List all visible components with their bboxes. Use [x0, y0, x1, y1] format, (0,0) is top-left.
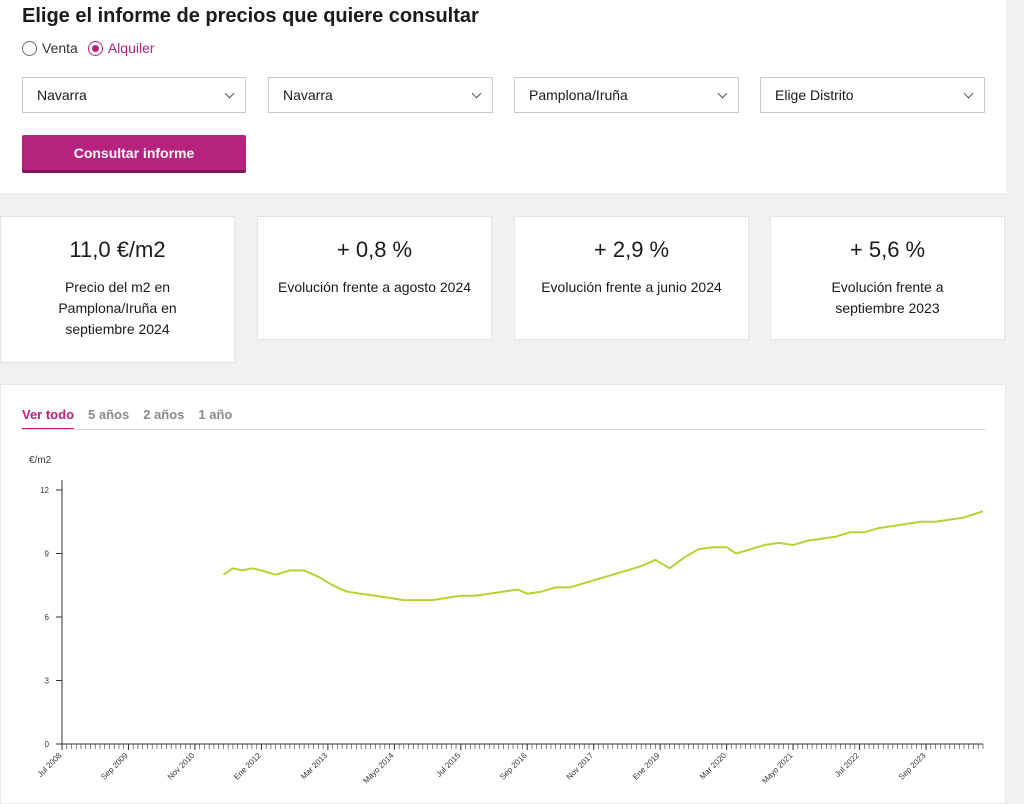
- x-tick-label: Mayo 2014: [361, 751, 396, 786]
- region-select[interactable]: Navarra: [22, 77, 246, 113]
- tab-5-anos[interactable]: 5 años: [88, 407, 130, 422]
- price-line-chart: €/m2 0 3 6 9 12 Jul 2008 Sep 2009 Nov 2010 Ene …: [29, 455, 984, 786]
- x-tick-label: Ene 2019: [631, 751, 662, 782]
- stat-yearly-value: + 5,6 %: [849, 237, 926, 262]
- x-axis: Jul 2008 Sep 2009 Nov 2010 Ene 2012 Mar 2013…: [36, 743, 984, 786]
- consult-report-button[interactable]: Consultar informe: [22, 135, 246, 173]
- x-tick-label: Ene 2012: [232, 751, 263, 782]
- region-select-value: Navarra: [37, 87, 87, 103]
- radio-alquiler-label[interactable]: Alquiler: [107, 40, 155, 56]
- chevron-down-icon: [224, 88, 235, 98]
- y-tick-label: 12: [40, 486, 49, 495]
- series-layer: [222, 510, 984, 602]
- x-tick-label: Mar 2013: [299, 751, 330, 782]
- y-tick-label: 3: [45, 677, 50, 686]
- tab-ver-todo[interactable]: Ver todo: [22, 407, 75, 430]
- stat-card-quarterly: + 2,9 % Evolución frente a junio 2024: [514, 216, 749, 340]
- district-select-value: Elige Distrito: [775, 87, 854, 103]
- y-axis-label: €/m2: [29, 455, 52, 466]
- stat-card-monthly: + 0,8 % Evolución frente a agosto 2024: [257, 216, 492, 340]
- x-tick-label: Nov 2017: [565, 751, 596, 782]
- stat-yearly-label: Evolución frente a septiembre 2023: [831, 279, 944, 316]
- chevron-down-icon: [471, 88, 482, 98]
- x-tick-label: Sep 2009: [99, 751, 130, 782]
- radio-venta-circle[interactable]: [22, 40, 37, 56]
- radio-alquiler[interactable]: Alquiler: [87, 40, 155, 56]
- stat-card-price: 11,0 €/m2 Precio del m2 en Pamplona/Iruñ…: [0, 216, 235, 363]
- price-chart-panel: Ver todo 5 años 2 años 1 año €/m2 0 3 6 9 12…: [0, 384, 1006, 804]
- tab-1-ano[interactable]: 1 año: [198, 407, 233, 422]
- report-form-panel: Elige el informe de precios que quiere c…: [0, 0, 1006, 193]
- y-tick-label: 0: [45, 740, 50, 749]
- radio-venta-label[interactable]: Venta: [42, 40, 78, 56]
- x-tick-label: Mar 2020: [698, 751, 729, 782]
- x-tick-label: Sep 2023: [897, 751, 928, 782]
- municipality-select[interactable]: Pamplona/Iruña: [514, 77, 739, 113]
- chevron-down-icon: [717, 88, 728, 98]
- x-tick-label: Jul 2008: [36, 751, 64, 779]
- stat-monthly-value: + 0,8 %: [336, 237, 413, 262]
- x-tick-label: Jul 2022: [833, 751, 861, 779]
- stat-card-yearly: + 5,6 % Evolución frente a septiembre 20…: [770, 216, 1005, 340]
- tab-2-anos[interactable]: 2 años: [143, 407, 185, 422]
- stat-quarterly-value: + 2,9 %: [593, 237, 670, 262]
- stat-price-value: 11,0 €/m2: [69, 237, 166, 262]
- province-select-value: Navarra: [283, 87, 333, 103]
- page-title: Elige el informe de precios que quiere c…: [22, 5, 479, 27]
- range-tabs: Ver todo 5 años 2 años 1 año: [22, 407, 246, 430]
- district-select[interactable]: Elige Distrito: [760, 77, 985, 113]
- x-tick-label: Nov 2010: [166, 751, 197, 782]
- y-tick-label: 9: [45, 550, 50, 559]
- x-tick-label: Jul 2015: [434, 751, 462, 779]
- stat-monthly-label: Evolución frente a agosto 2024: [277, 279, 472, 295]
- price-series-line: [222, 510, 984, 602]
- x-tick-label: Mayo 2021: [760, 751, 795, 786]
- tabs-divider: [22, 429, 986, 430]
- province-select[interactable]: Navarra: [268, 77, 493, 113]
- operation-radio-group: Venta Alquiler: [22, 40, 165, 56]
- stat-price-label: Precio del m2 en Pamplona/Iruña en septi…: [58, 279, 177, 337]
- y-tick-label: 6: [45, 613, 50, 622]
- chevron-down-icon: [963, 88, 974, 98]
- y-axis: 0 3 6 9 12: [40, 480, 63, 749]
- x-tick-label: Sep 2016: [498, 751, 529, 782]
- radio-alquiler-circle[interactable]: [87, 40, 103, 56]
- municipality-select-value: Pamplona/Iruña: [529, 87, 628, 103]
- radio-venta[interactable]: Venta: [22, 40, 78, 56]
- stat-quarterly-label: Evolución frente a junio 2024: [541, 279, 722, 295]
